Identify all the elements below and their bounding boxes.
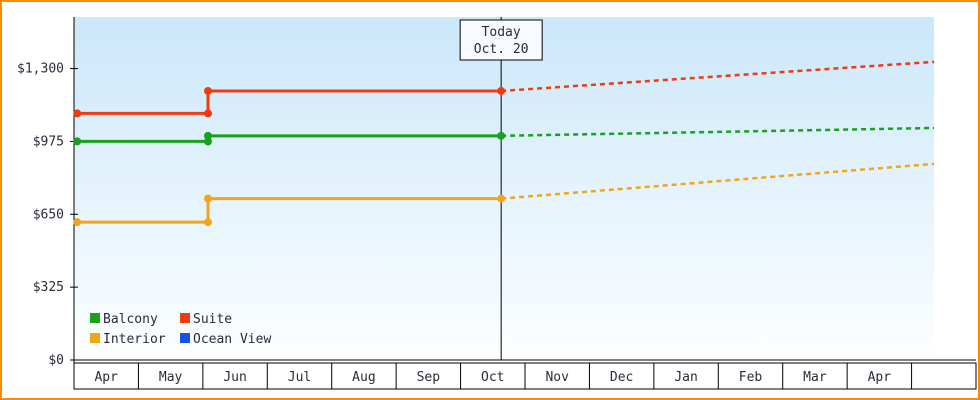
y-tick-label: $650 — [33, 207, 64, 222]
series-suite-marker — [204, 109, 213, 118]
legend-label-balcony: Balcony — [103, 312, 158, 327]
series-suite-marker — [497, 86, 506, 95]
month-cell-label: Jul — [288, 370, 311, 385]
month-cell-label: Mar — [803, 370, 827, 385]
series-interior-marker — [204, 218, 213, 227]
month-cell-label: Apr — [868, 370, 892, 385]
series-balcony-marker — [204, 137, 213, 146]
y-tick-label: $975 — [33, 134, 64, 149]
y-tick-label: $325 — [33, 280, 64, 295]
legend-swatch-interior — [90, 333, 100, 343]
series-interior-marker — [497, 194, 506, 203]
legend-swatch-ocean-view — [180, 333, 190, 343]
y-tick-label: $0 — [48, 353, 64, 368]
series-interior-solid-line — [75, 197, 503, 224]
month-cell-label: Oct — [481, 370, 504, 385]
legend-label-suite: Suite — [193, 312, 232, 327]
legend-swatch-suite — [180, 313, 190, 323]
today-label-box — [459, 19, 543, 61]
today-label-date: Oct. 20 — [474, 42, 529, 57]
series-interior-forecast-line — [501, 162, 935, 200]
month-cell-label: Apr — [94, 370, 118, 385]
month-cell-label: Nov — [545, 370, 569, 385]
month-cell-label: Dec — [610, 370, 633, 385]
series-suite-forecast-line — [501, 60, 935, 93]
legend-label-ocean-view: Ocean View — [193, 332, 271, 347]
month-cell-label: Sep — [417, 370, 441, 385]
month-cell-label: May — [159, 370, 183, 385]
month-cell-label: Jun — [223, 370, 246, 385]
legend-label-interior: Interior — [103, 332, 166, 347]
series-suite-marker — [204, 86, 213, 95]
series-suite-solid-line — [75, 89, 503, 115]
today-label-title: Today — [482, 25, 521, 40]
series-balcony-marker — [204, 131, 213, 140]
month-cell-label: Aug — [352, 370, 375, 385]
series-suite-marker — [73, 109, 82, 118]
series-balcony-marker — [497, 131, 506, 140]
month-cell-label: Jan — [674, 370, 697, 385]
series-interior-marker — [73, 218, 82, 227]
series-balcony-forecast-line — [501, 126, 935, 138]
y-tick-label: $1,300 — [17, 62, 64, 77]
plot-background — [74, 17, 934, 360]
series-interior-marker — [204, 194, 213, 203]
month-cell-label: Feb — [739, 370, 763, 385]
legend-swatch-balcony — [90, 313, 100, 323]
series-balcony-marker — [73, 137, 82, 146]
